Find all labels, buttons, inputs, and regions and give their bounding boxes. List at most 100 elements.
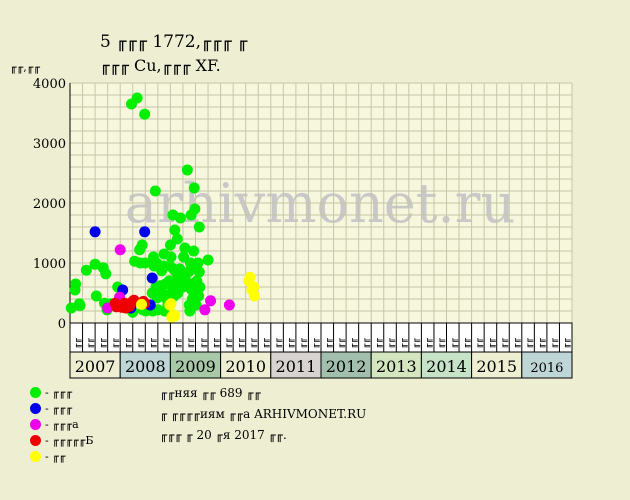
- data-point: [199, 304, 211, 316]
- data-point: [165, 298, 177, 310]
- month-label: ╓╓: [110, 338, 120, 349]
- legend-label: - ╓╓╓╓╓Б: [45, 433, 94, 447]
- y-axis-unit-label: ╓╓,╓╓: [10, 61, 40, 74]
- data-point: [248, 290, 260, 302]
- data-point: [189, 203, 201, 215]
- y-tick-label: 4000: [33, 77, 66, 92]
- year-label: 2012: [326, 357, 367, 376]
- legend-item: - ╓╓╓: [30, 384, 93, 400]
- data-point: [194, 281, 206, 293]
- year-label: 2015: [476, 357, 517, 376]
- chart-title-line1: 5 ╓╓╓ 1772,╓╓╓ ╓: [100, 32, 248, 52]
- legend-item: - ╓╓╓а: [30, 416, 93, 432]
- year-cell: [521, 351, 573, 379]
- data-point: [139, 108, 151, 120]
- year-label: 2016: [530, 361, 563, 376]
- legend-label: - ╓╓╓: [45, 401, 73, 415]
- data-point: [74, 300, 86, 312]
- legend-label: - ╓╓╓а: [45, 417, 79, 431]
- month-label: ╓╓: [449, 338, 459, 349]
- year-cell: [320, 351, 372, 379]
- data-point: [248, 281, 260, 293]
- data-point: [100, 268, 112, 280]
- month-label: ╓╓: [248, 338, 258, 349]
- year-label: 2013: [376, 357, 417, 376]
- chart-title-line2: ╓╓╓ Cu,╓╓╓ XF.: [100, 56, 221, 75]
- month-label: ╓╓: [474, 338, 484, 349]
- data-point: [244, 271, 256, 283]
- month-label: ╓╓: [424, 338, 434, 349]
- month-label: ╓╓: [298, 338, 308, 349]
- month-label: ╓╓: [461, 338, 471, 349]
- month-label: ╓╓: [185, 338, 195, 349]
- year-cell: [220, 351, 272, 379]
- data-point: [169, 224, 181, 236]
- month-label: ╓╓: [72, 338, 82, 349]
- data-point: [65, 302, 77, 314]
- year-label: 2014: [426, 357, 467, 376]
- y-tick-label: 1000: [33, 257, 66, 272]
- month-label: ╓╓: [562, 338, 572, 349]
- year-label: 2008: [125, 357, 166, 376]
- data-point: [114, 244, 126, 256]
- data-point: [89, 226, 101, 238]
- month-label: ╓╓: [160, 338, 170, 349]
- data-point: [188, 245, 200, 257]
- month-label: ╓╓: [336, 338, 346, 349]
- month-label: ╓╓: [499, 338, 509, 349]
- notes: ╓╓няя ╓╓ 689 ╓╓ ╓ ╓╓╓╓иям ╓╓а ARHIVMONET…: [160, 383, 366, 446]
- month-label: ╓╓: [235, 338, 245, 349]
- data-point: [131, 92, 143, 104]
- month-label: ╓╓: [173, 338, 183, 349]
- data-point: [188, 182, 200, 194]
- data-point: [190, 299, 202, 311]
- month-label: ╓╓: [122, 338, 132, 349]
- note-line: ╓╓няя ╓╓ 689 ╓╓: [160, 386, 261, 400]
- month-label: ╓╓: [286, 338, 296, 349]
- data-point: [165, 251, 177, 263]
- data-point: [139, 257, 151, 269]
- month-label: ╓╓: [148, 338, 158, 349]
- legend-dot: [30, 402, 41, 414]
- y-tick-label: 3000: [33, 137, 66, 152]
- year-cell: [69, 351, 121, 379]
- month-label: ╓╓: [135, 338, 145, 349]
- data-point: [70, 278, 82, 290]
- data-point: [223, 299, 235, 311]
- month-label: ╓╓: [486, 338, 496, 349]
- data-point: [136, 239, 148, 251]
- data-point: [193, 221, 205, 233]
- month-label: ╓╓: [524, 338, 534, 349]
- data-point: [179, 242, 191, 254]
- note-line: ╓ ╓╓╓╓иям ╓╓а ARHIVMONET.RU: [160, 407, 367, 421]
- month-label: ╓╓: [361, 338, 371, 349]
- y-tick-label: 0: [58, 317, 66, 332]
- month-label: ╓╓: [386, 338, 396, 349]
- month-label: ╓╓: [399, 338, 409, 349]
- data-point: [181, 164, 193, 176]
- data-point: [169, 310, 181, 322]
- year-label: 2009: [175, 357, 216, 376]
- data-point: [139, 226, 151, 238]
- month-label: ╓╓: [512, 338, 522, 349]
- month-label: ╓╓: [210, 338, 220, 349]
- data-point: [80, 264, 92, 276]
- data-point: [205, 295, 217, 307]
- data-point: [149, 185, 161, 197]
- month-label: ╓╓: [537, 338, 547, 349]
- data-point: [192, 257, 204, 269]
- legend-label: - ╓╓: [45, 449, 66, 463]
- month-label: ╓╓: [223, 338, 233, 349]
- month-label: ╓╓: [411, 338, 421, 349]
- month-label: ╓╓: [436, 338, 446, 349]
- year-cell: [270, 351, 322, 379]
- month-label: ╓╓: [273, 338, 283, 349]
- legend-item: - ╓╓╓: [30, 400, 93, 416]
- data-point: [202, 254, 214, 266]
- legend-label: - ╓╓╓: [45, 385, 73, 399]
- legend-dot: [30, 386, 41, 398]
- data-point: [174, 212, 186, 224]
- month-label: ╓╓: [97, 338, 107, 349]
- month-label: ╓╓: [85, 338, 95, 349]
